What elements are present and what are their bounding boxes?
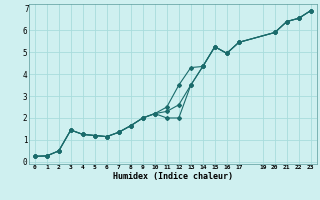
Text: 7: 7 [24, 5, 29, 14]
X-axis label: Humidex (Indice chaleur): Humidex (Indice chaleur) [113, 172, 233, 181]
